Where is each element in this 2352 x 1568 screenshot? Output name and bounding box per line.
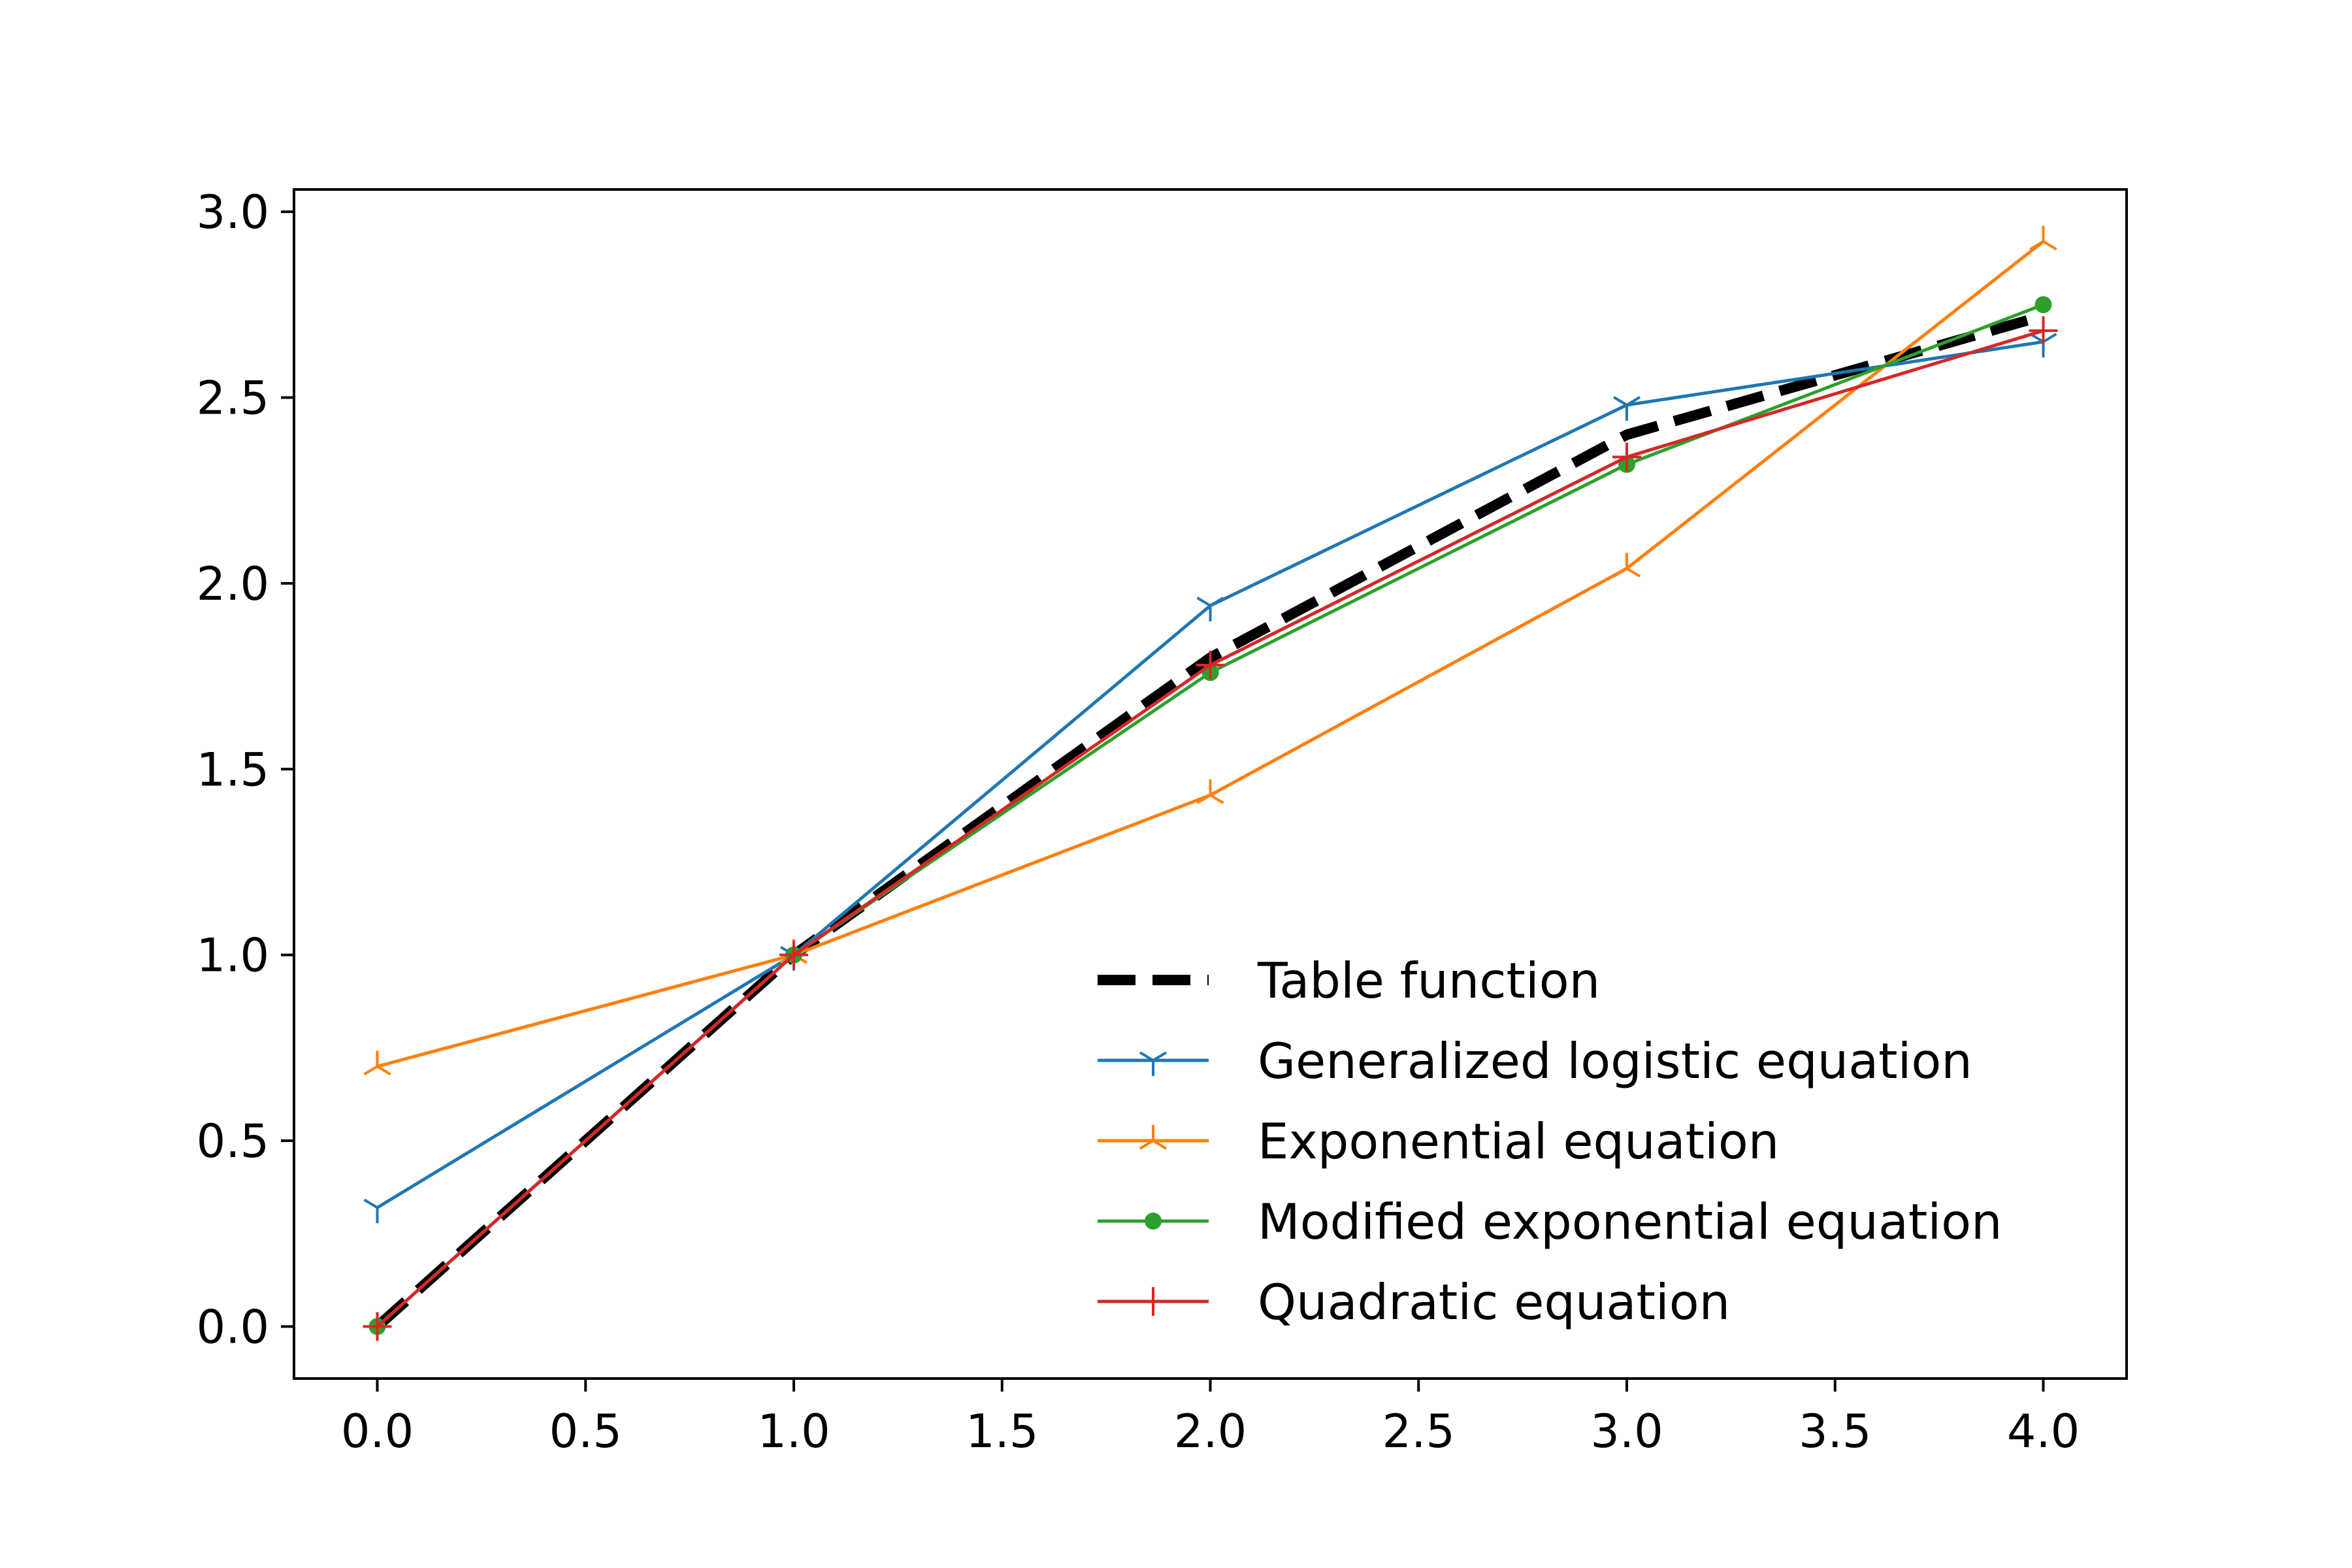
x-axis-ticks: 0.0 0.5 1.0 1.5 2.0 2.5 3.0 3.5 4.0 <box>341 1379 2080 1458</box>
legend-label-table-function: Table function <box>1257 952 1600 1009</box>
x-tick-label: 4.0 <box>2007 1405 2080 1458</box>
series-generalized-logistic-equation <box>363 333 2057 1224</box>
y-tick-label: 2.0 <box>197 557 269 611</box>
legend-label-generalized-logistic-equation: Generalized logistic equation <box>1258 1032 1972 1090</box>
series-line-modified-exponential-equation <box>376 302 2044 1328</box>
legend-marker-quadratic-equation <box>1139 1287 1168 1316</box>
series-line-table-function <box>374 310 2045 1331</box>
series-table-function <box>374 310 2045 1331</box>
x-tick-label: 2.0 <box>1174 1405 1247 1458</box>
x-tick-label: 0.0 <box>341 1405 414 1458</box>
legend-label-exponential-equation: Exponential equation <box>1258 1113 1779 1170</box>
series-layer <box>363 225 2058 1341</box>
legend-marker-generalized-logistic-equation <box>1139 1051 1168 1076</box>
series-exponential-equation <box>363 225 2057 1075</box>
x-tick-label: 0.5 <box>549 1405 622 1458</box>
data-point-generalized-logistic-equation <box>1612 396 1641 421</box>
plot-frame <box>293 188 2128 1380</box>
y-tick-label: 2.5 <box>197 372 269 425</box>
data-point-exponential-equation <box>363 1051 391 1075</box>
x-tick-label: 1.0 <box>757 1405 830 1458</box>
data-point-exponential-equation <box>1196 779 1224 804</box>
y-tick-label: 3.0 <box>197 186 269 239</box>
data-point-quadratic-equation <box>2029 316 2058 346</box>
legend-label-modified-exponential-equation: Modified exponential equation <box>1258 1193 2002 1250</box>
x-tick-label: 3.0 <box>1590 1405 1663 1458</box>
legend-item-exponential-equation: Exponential equation <box>1098 1113 1779 1170</box>
data-point-quadratic-equation <box>1612 442 1641 472</box>
data-point-exponential-equation <box>1612 553 1641 578</box>
data-point-quadratic-equation <box>779 940 808 970</box>
data-point-generalized-logistic-equation <box>363 1198 391 1224</box>
legend-label-quadratic-equation: Quadratic equation <box>1258 1273 1730 1331</box>
legend-item-modified-exponential-equation: Modified exponential equation <box>1098 1193 2002 1250</box>
data-point-quadratic-equation <box>1196 651 1225 679</box>
legend-item-table-function: Table function <box>1098 952 1600 1009</box>
series-quadratic-equation <box>363 316 2058 1341</box>
y-tick-label: 0.0 <box>197 1300 269 1354</box>
data-point-generalized-logistic-equation <box>1196 596 1224 621</box>
legend: Table function Generalized logistic equat… <box>1098 952 2002 1331</box>
y-tick-label: 1.0 <box>197 929 269 983</box>
legend-marker-modified-exponential-equation <box>1145 1213 1162 1230</box>
series-line-quadratic-equation <box>376 329 2044 1328</box>
data-point-quadratic-equation <box>363 1312 392 1341</box>
x-tick-label: 1.5 <box>966 1405 1038 1458</box>
data-point-modified-exponential-equation <box>2034 296 2052 314</box>
y-tick-label: 0.5 <box>197 1115 269 1168</box>
x-tick-label: 3.5 <box>1799 1405 1871 1458</box>
y-axis-ticks: 0.0 0.5 1.0 1.5 2.0 2.5 3.0 <box>197 186 294 1354</box>
x-tick-label: 2.5 <box>1382 1405 1455 1458</box>
legend-marker-exponential-equation <box>1139 1125 1168 1150</box>
legend-item-quadratic-equation: Quadratic equation <box>1098 1273 1730 1331</box>
data-point-exponential-equation <box>2029 225 2057 251</box>
y-tick-label: 1.5 <box>197 743 269 796</box>
legend-item-generalized-logistic-equation: Generalized logistic equation <box>1098 1032 1972 1090</box>
series-modified-exponential-equation <box>368 296 2052 1335</box>
